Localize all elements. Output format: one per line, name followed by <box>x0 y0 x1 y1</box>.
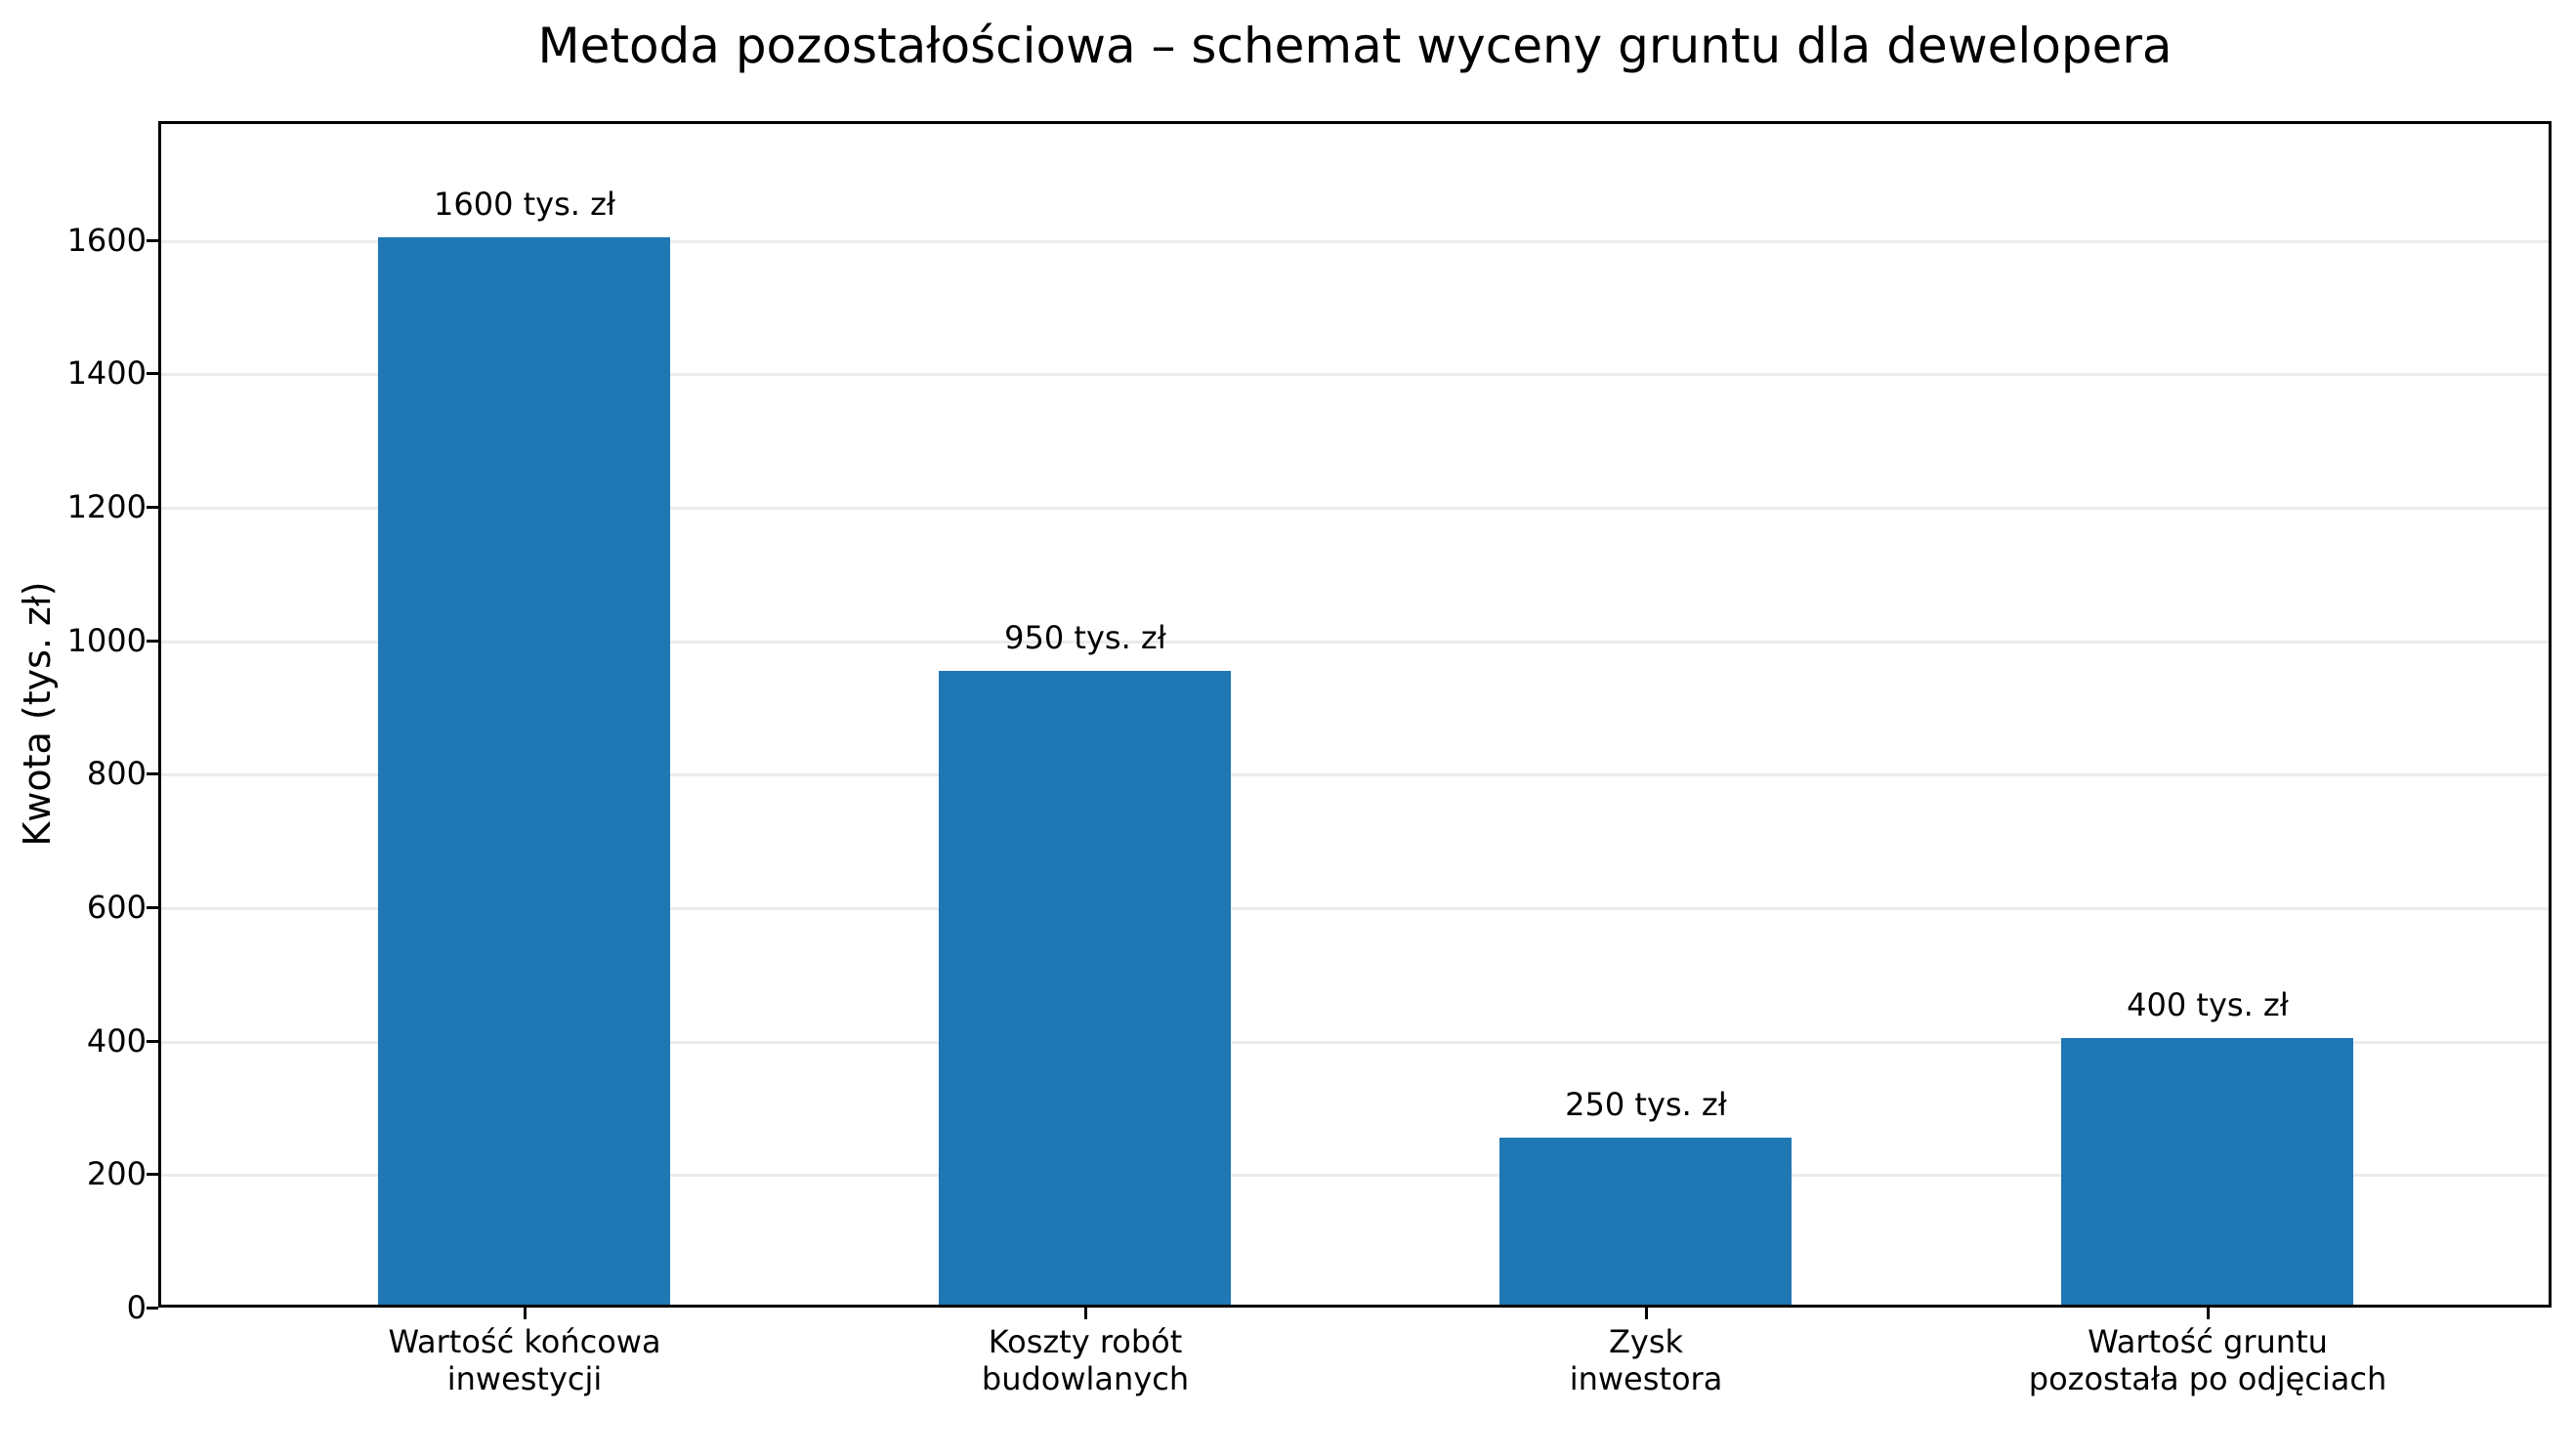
gridline <box>161 640 2549 644</box>
x-tick-mark <box>1645 1308 1648 1319</box>
y-tick-mark <box>147 1307 158 1310</box>
y-tick-label: 400 <box>86 1021 147 1060</box>
x-tick-label: Zysk inwestora <box>1570 1323 1723 1397</box>
bar <box>1499 1138 1792 1305</box>
y-tick-mark <box>147 1173 158 1177</box>
x-tick-label: Wartość końcowa inwestycji <box>388 1323 660 1397</box>
x-tick-label: Wartość gruntu pozostała po odjęciach <box>2029 1323 2386 1397</box>
x-tick-label-line: inwestora <box>1569 1360 1723 1397</box>
y-tick-label: 1200 <box>66 488 147 526</box>
y-tick-mark <box>147 772 158 776</box>
x-tick-label-line: Wartość końcowa <box>388 1323 661 1360</box>
y-tick-label: 1400 <box>66 354 147 393</box>
y-axis-label: Kwota (tys. zł) <box>16 581 59 847</box>
plot-area <box>158 121 2552 1308</box>
gridline <box>161 507 2549 511</box>
bar-value-label: 250 tys. zł <box>1565 1086 1727 1124</box>
y-tick-label: 1600 <box>66 221 147 259</box>
y-tick-mark <box>147 238 158 242</box>
gridline <box>161 907 2549 911</box>
y-tick-mark <box>147 639 158 643</box>
x-tick-label-line: budowlanych <box>981 1360 1190 1397</box>
bar <box>939 670 1231 1305</box>
y-tick-mark <box>147 906 158 910</box>
bar-value-label: 1600 tys. zł <box>434 185 615 223</box>
y-tick-mark <box>147 1039 158 1043</box>
bar-value-label: 950 tys. zł <box>1004 618 1166 656</box>
y-tick-label: 200 <box>86 1155 147 1193</box>
chart-title: Metoda pozostałościowa – schemat wyceny … <box>537 18 2173 74</box>
gridline <box>161 373 2549 377</box>
bar <box>2061 1037 2353 1305</box>
y-tick-label: 1000 <box>66 621 147 659</box>
x-tick-mark <box>2207 1308 2210 1319</box>
x-tick-mark <box>524 1308 527 1319</box>
x-tick-label-line: Koszty robót <box>988 1323 1183 1360</box>
x-tick-mark <box>1084 1308 1087 1319</box>
x-tick-label-line: Zysk <box>1608 1323 1684 1360</box>
bar <box>378 236 670 1305</box>
y-tick-label: 0 <box>126 1289 147 1326</box>
gridline <box>161 1040 2549 1044</box>
y-tick-label: 600 <box>86 889 147 927</box>
y-tick-label: 800 <box>86 755 147 793</box>
x-tick-label-line: pozostała po odjęciach <box>2028 1360 2387 1397</box>
gridline <box>161 239 2549 243</box>
x-tick-label: Koszty robót budowlanych <box>982 1323 1189 1397</box>
bar-value-label: 400 tys. zł <box>2127 985 2289 1023</box>
y-tick-mark <box>147 506 158 510</box>
x-tick-label-line: Wartość gruntu <box>2088 1323 2328 1360</box>
gridline <box>161 773 2549 777</box>
y-tick-mark <box>147 372 158 376</box>
x-tick-label-line: inwestycji <box>446 1360 603 1397</box>
gridline <box>161 1174 2549 1178</box>
